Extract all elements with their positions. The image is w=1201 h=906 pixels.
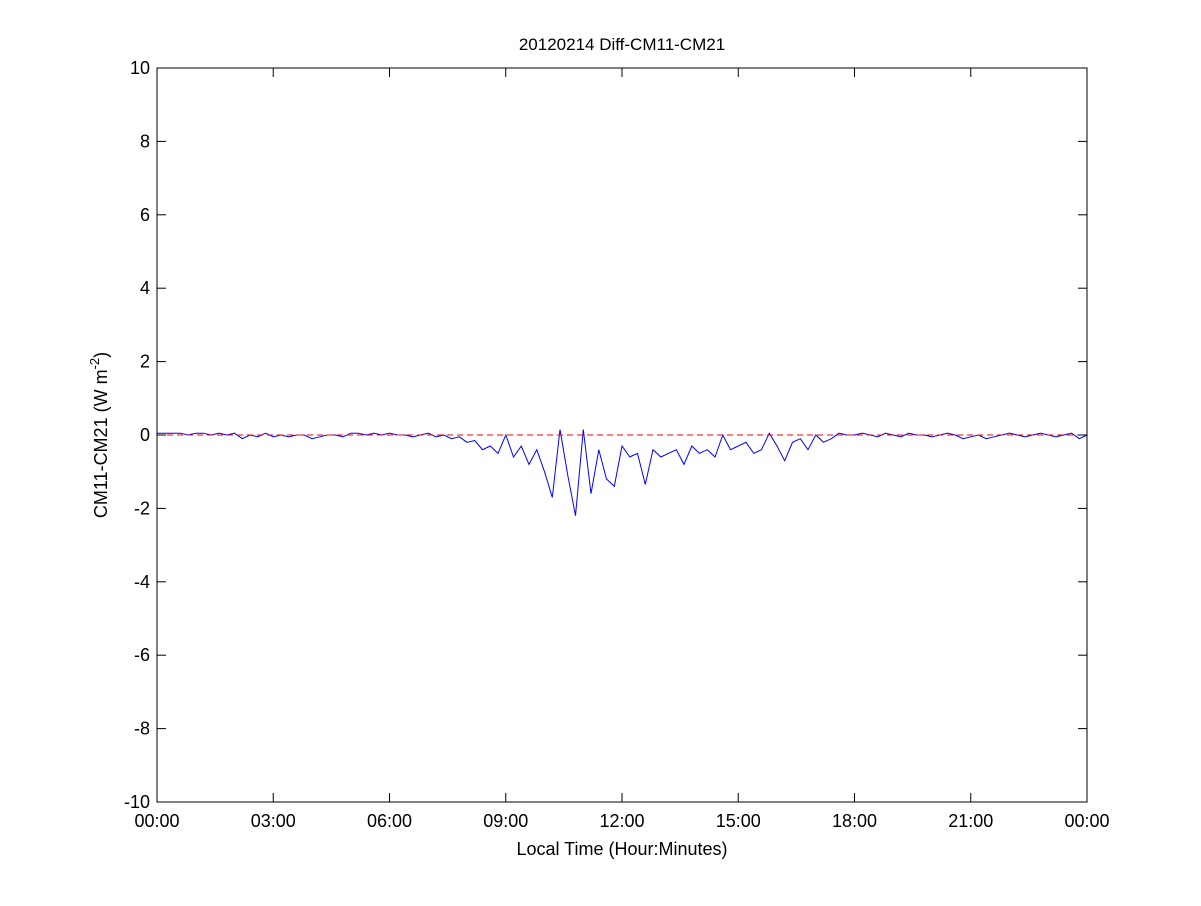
y-tick-label: 6 (140, 205, 150, 225)
y-tick-label: -6 (134, 645, 150, 665)
y-tick-label: -4 (134, 572, 150, 592)
y-tick-label: 0 (140, 425, 150, 445)
y-tick-label: 10 (130, 58, 150, 78)
x-tick-label: 21:00 (948, 811, 993, 831)
series-line-0 (157, 429, 1088, 516)
x-tick-label: 15:00 (716, 811, 761, 831)
x-tick-label: 03:00 (251, 811, 296, 831)
y-axis-label-sup: -2 (87, 358, 102, 370)
x-tick-label: 09:00 (483, 811, 528, 831)
x-tick-label: 00:00 (134, 811, 179, 831)
y-axis-label-main: CM11-CM21 (W m (91, 369, 111, 518)
y-tick-label: -8 (134, 719, 150, 739)
axis-ticks: 00:00 03:00 06:00 09:00 12:00 15:00 18:00 21:00… (124, 58, 1110, 831)
x-tick-label: 06:00 (367, 811, 412, 831)
y-tick-label: 4 (140, 278, 150, 298)
x-tick-label: 18:00 (832, 811, 877, 831)
y-axis-label-end: ) (91, 352, 111, 358)
y-tick-label: 8 (140, 131, 150, 151)
y-tick-label: 2 (140, 352, 150, 372)
y-tick-label: -10 (124, 792, 150, 812)
x-tick-label: 12:00 (599, 811, 644, 831)
plot-area (157, 429, 1088, 516)
y-axis-label: CM11-CM21 (W m-2) (87, 352, 111, 518)
x-axis-label: Local Time (Hour:Minutes) (516, 839, 727, 859)
y-tick-label: -2 (134, 498, 150, 518)
x-tick-label: 00:00 (1064, 811, 1109, 831)
chart-title: 20120214 Diff-CM11-CM21 (519, 35, 725, 54)
